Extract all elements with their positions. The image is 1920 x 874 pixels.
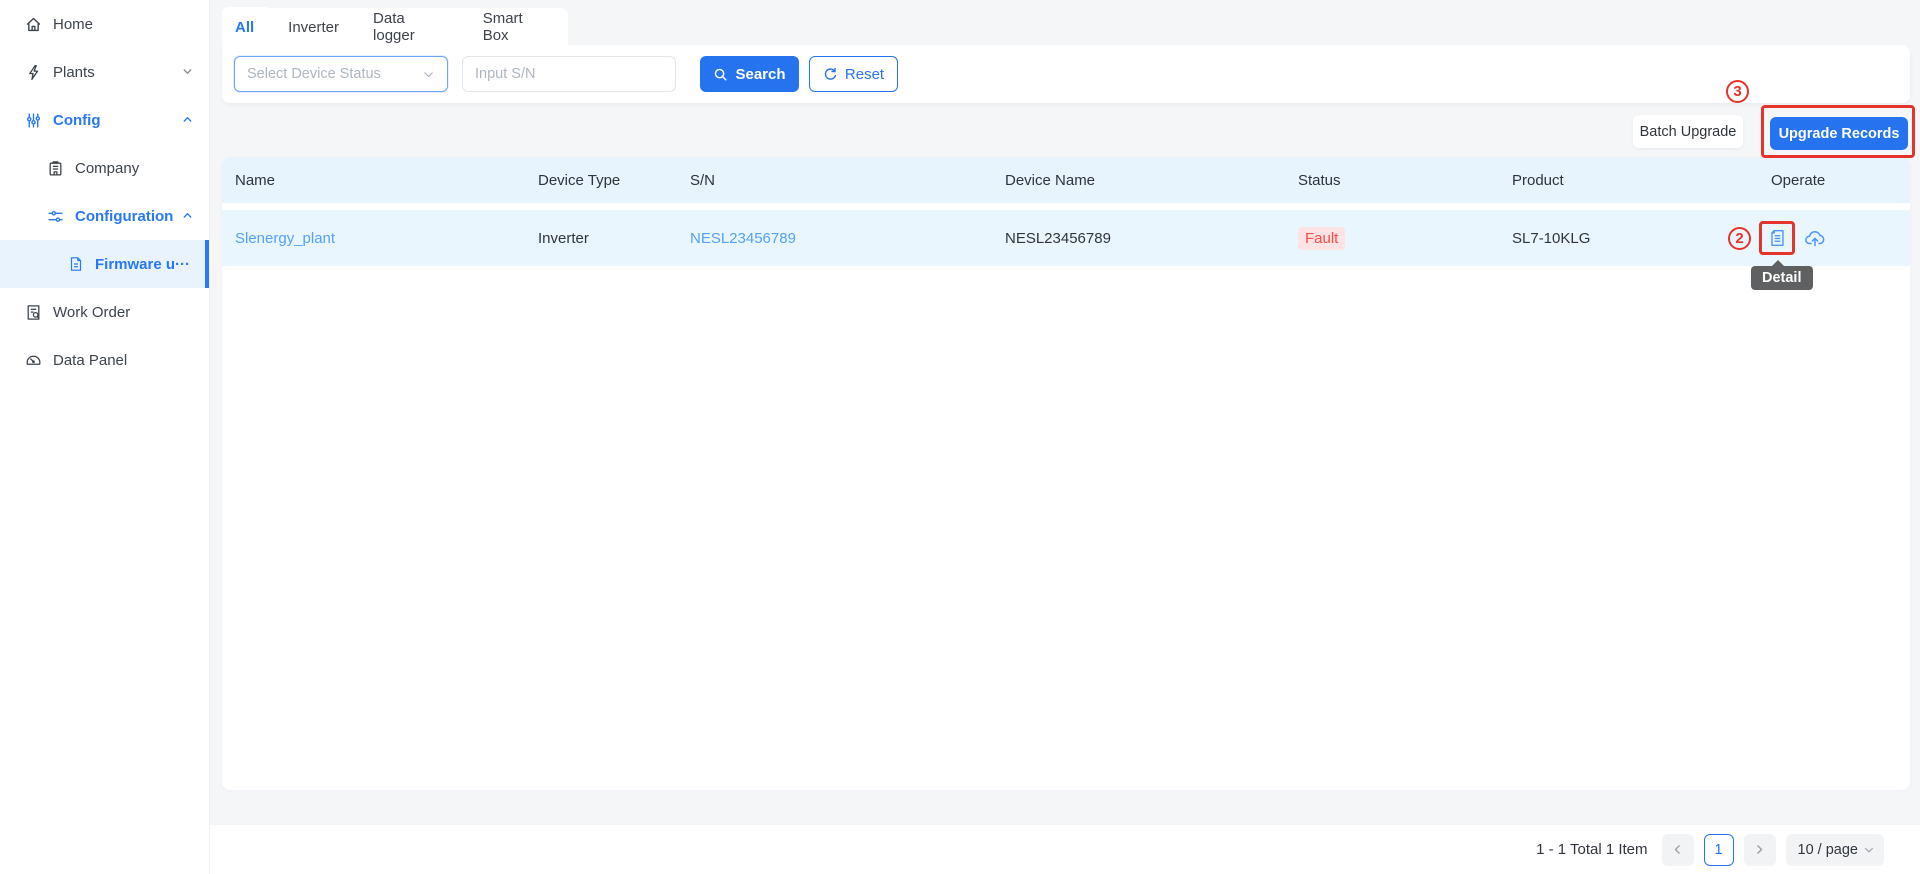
sidebar-item-label: Configuration <box>75 207 174 225</box>
sidebar-item-work-order[interactable]: Work Order <box>0 288 209 336</box>
search-icon <box>713 67 728 82</box>
footer-bar: 1 - 1 Total 1 Item 1 10 / page <box>210 825 1920 874</box>
pagination: 1 - 1 Total 1 Item 1 10 / page <box>1536 833 1884 866</box>
device-name-value: NESL23456789 <box>1005 229 1111 247</box>
detail-icon[interactable] <box>1766 227 1788 249</box>
detail-tooltip: Detail <box>1751 260 1813 290</box>
status-badge: Fault <box>1298 226 1346 250</box>
tab-label: All <box>235 18 255 36</box>
device-type-tabs: All Inverter Data logger Smart Box <box>222 8 568 46</box>
sn-input[interactable] <box>462 56 676 92</box>
sidebar-item-company[interactable]: Company <box>0 144 209 192</box>
pagination-total: 1 - 1 Total 1 Item <box>1536 841 1648 858</box>
sidebar-item-configuration[interactable]: Configuration <box>0 192 209 240</box>
firmware-file-icon <box>68 256 84 272</box>
column-header-device-name: Device Name <box>1005 171 1096 189</box>
next-page-button[interactable] <box>1743 833 1776 866</box>
page-size-select[interactable]: 10 / page <box>1785 833 1884 866</box>
prev-page-button[interactable] <box>1661 833 1694 866</box>
company-icon <box>47 160 64 177</box>
tab-all[interactable]: All <box>222 8 272 46</box>
device-status-placeholder: Select Device Status <box>247 66 381 82</box>
annotation-box-step2 <box>1759 221 1795 255</box>
annotation-step3-badge: 3 <box>1726 80 1749 103</box>
sidebar-item-label: Config <box>53 111 101 129</box>
sidebar: Home Plants Config Company Configuration <box>0 0 210 874</box>
page-size-value: 10 / page <box>1797 841 1858 858</box>
batch-upgrade-button[interactable]: Batch Upgrade <box>1633 115 1743 148</box>
tab-data-logger[interactable]: Data logger <box>356 8 466 46</box>
sidebar-item-label: Firmware u··· <box>95 255 191 273</box>
chevron-down-icon <box>422 68 435 81</box>
plants-icon <box>25 64 42 81</box>
device-table: Name Device Type S/N Device Name Status … <box>222 157 1910 790</box>
data-panel-icon <box>25 352 42 369</box>
device-status-select[interactable]: Select Device Status <box>234 56 448 92</box>
sidebar-item-label: Work Order <box>53 303 131 321</box>
home-icon <box>25 16 42 33</box>
tab-label: Smart Box <box>482 10 523 44</box>
reset-button[interactable]: Reset <box>809 56 898 92</box>
column-header-status: Status <box>1298 171 1341 189</box>
sidebar-item-plants[interactable]: Plants <box>0 48 209 96</box>
sidebar-item-data-panel[interactable]: Data Panel <box>0 336 209 384</box>
sidebar-item-label: Plants <box>53 63 95 81</box>
next-page-icon <box>1753 843 1766 856</box>
reset-button-label: Reset <box>844 65 885 83</box>
column-header-operate: Operate <box>1771 171 1826 189</box>
annotation-step2-badge: 2 <box>1728 226 1751 250</box>
sidebar-item-label: Data Panel <box>53 351 128 369</box>
configuration-icon <box>47 208 64 225</box>
column-header-sn: S/N <box>690 171 716 189</box>
upgrade-records-button[interactable]: Upgrade Records <box>1770 117 1908 150</box>
reset-icon <box>823 67 838 82</box>
operate-cell: 2 <box>1728 221 1827 255</box>
chevron-down-icon <box>1863 844 1875 856</box>
tab-label: Inverter <box>288 18 340 36</box>
chevron-up-icon <box>181 209 194 222</box>
tab-label: Data logger <box>373 10 415 44</box>
work-order-icon <box>25 304 42 321</box>
product-value: SL7-10KLG <box>1512 229 1591 247</box>
device-type-value: Inverter <box>538 229 589 247</box>
search-button[interactable]: Search <box>700 56 799 92</box>
chevron-down-icon <box>181 65 194 78</box>
table-header-row: Name Device Type S/N Device Name Status … <box>222 157 1910 203</box>
chevron-up-icon <box>181 113 194 126</box>
plant-name-link[interactable]: Slenergy_plant <box>235 229 336 247</box>
sidebar-item-label: Company <box>75 159 140 177</box>
current-page-button[interactable]: 1 <box>1703 833 1734 866</box>
cloud-upload-icon[interactable] <box>1803 226 1827 250</box>
sidebar-item-label: Home <box>53 15 94 33</box>
config-icon <box>25 112 42 129</box>
column-header-name: Name <box>235 171 276 189</box>
table-row: Slenergy_plant Inverter NESL23456789 NES… <box>222 210 1910 266</box>
sn-link[interactable]: NESL23456789 <box>690 229 796 247</box>
column-header-device-type: Device Type <box>538 171 621 189</box>
tab-smart-box[interactable]: Smart Box <box>466 8 568 46</box>
prev-page-icon <box>1671 843 1684 856</box>
tab-inverter[interactable]: Inverter <box>271 8 356 46</box>
sidebar-item-config[interactable]: Config <box>0 96 209 144</box>
search-button-label: Search <box>735 65 786 83</box>
column-header-product: Product <box>1512 171 1564 189</box>
filter-bar: Select Device Status Search Reset <box>222 45 1910 103</box>
sidebar-item-home[interactable]: Home <box>0 0 209 48</box>
sidebar-item-firmware-upgrade[interactable]: Firmware u··· <box>0 240 209 288</box>
